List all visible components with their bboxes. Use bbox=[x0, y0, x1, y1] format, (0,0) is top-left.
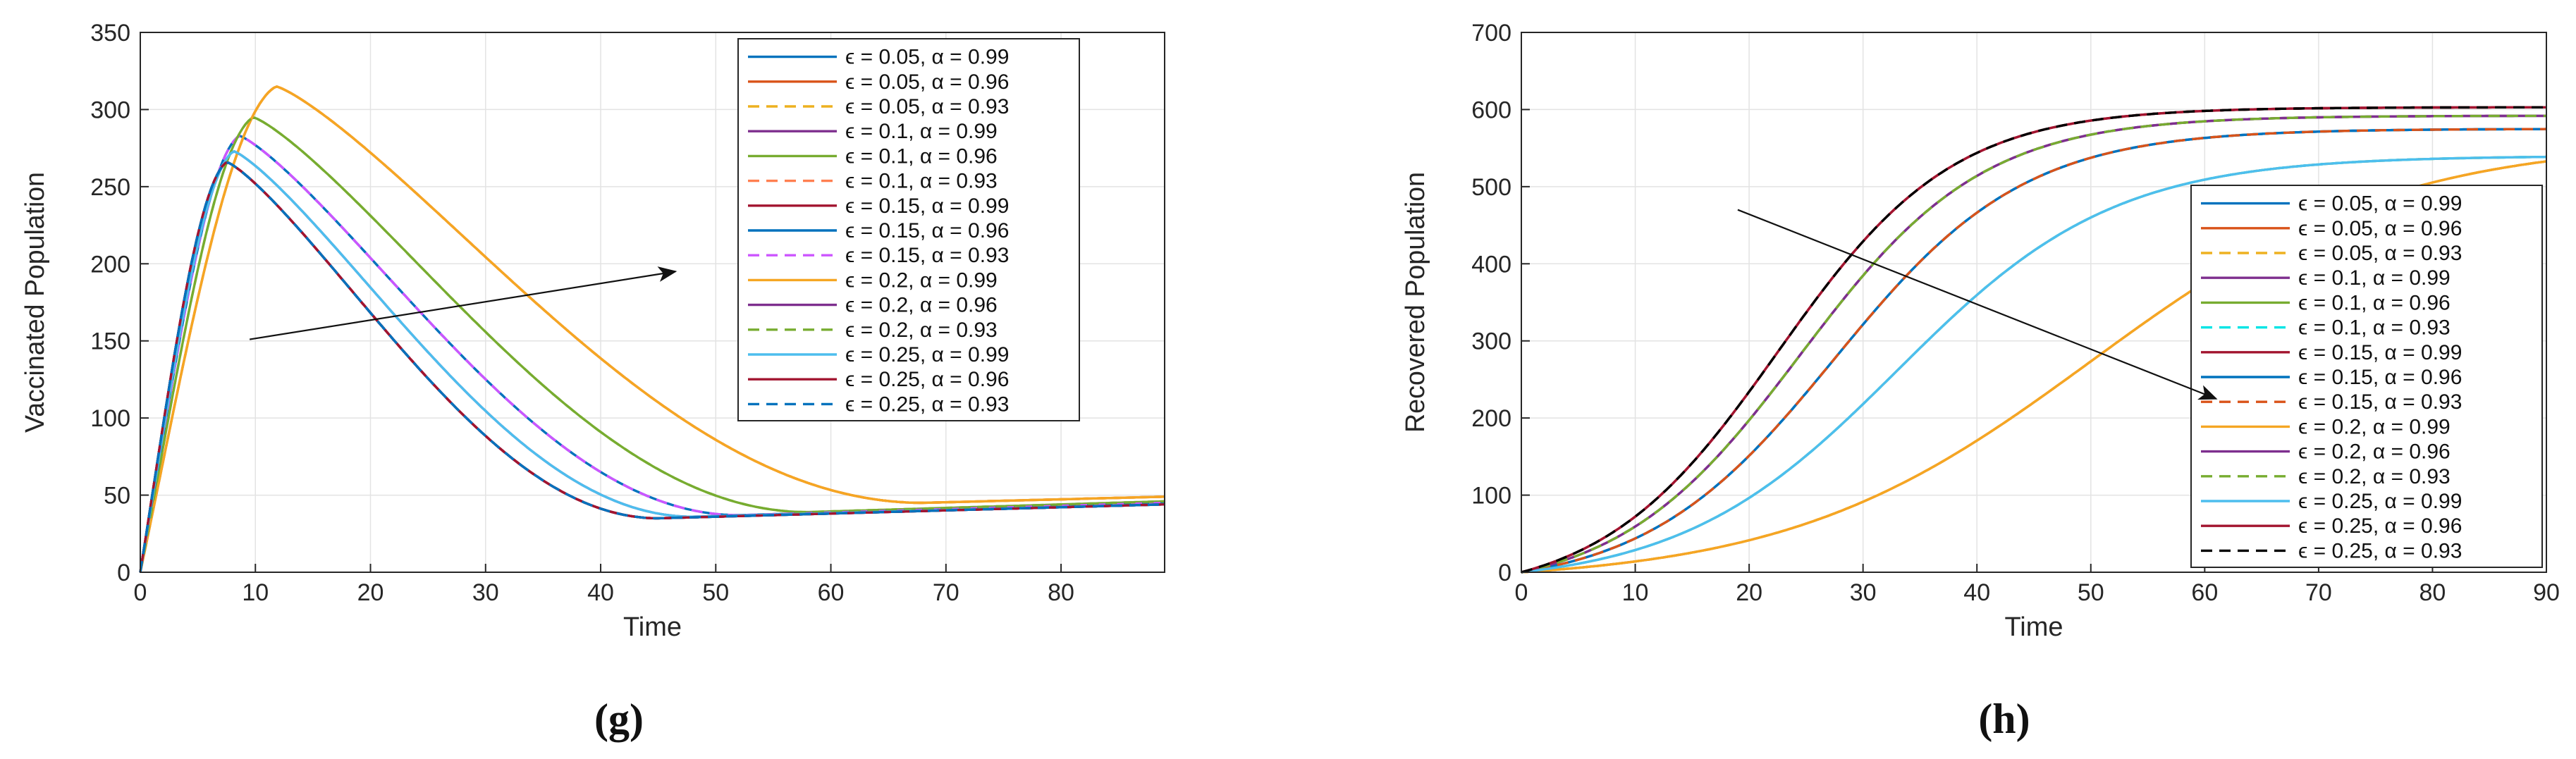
x-tick-label: 0 bbox=[1515, 579, 1528, 606]
y-tick-label: 350 bbox=[90, 20, 130, 47]
legend-entry: ϵ = 0.15, α = 0.96 bbox=[2298, 366, 2462, 389]
x-axis-label: Time bbox=[623, 612, 682, 642]
y-tick-label: 600 bbox=[1471, 97, 1511, 123]
x-tick-label: 40 bbox=[587, 579, 614, 606]
x-tick-label: 70 bbox=[933, 579, 959, 606]
legend-entry: ϵ = 0.25, α = 0.99 bbox=[2298, 490, 2462, 513]
legend-entry: ϵ = 0.25, α = 0.93 bbox=[845, 393, 1009, 416]
y-axis-label: Recovered Population bbox=[1401, 172, 1430, 433]
legend-entry: ϵ = 0.05, α = 0.93 bbox=[845, 95, 1009, 118]
x-tick-label: 20 bbox=[1736, 579, 1762, 606]
x-tick-label: 10 bbox=[242, 579, 269, 606]
legend-entry: ϵ = 0.05, α = 0.99 bbox=[845, 46, 1009, 69]
x-tick-label: 90 bbox=[2533, 579, 2560, 606]
x-tick-label: 30 bbox=[1850, 579, 1877, 606]
panel-label: (g) bbox=[594, 696, 644, 742]
legend-entry: ϵ = 0.15, α = 0.93 bbox=[2298, 390, 2462, 414]
x-tick-label: 10 bbox=[1622, 579, 1649, 606]
x-tick-label: 70 bbox=[2305, 579, 2332, 606]
y-tick-label: 700 bbox=[1471, 20, 1511, 47]
y-axis-label: Vaccinated Population bbox=[20, 172, 50, 433]
y-ticks: 0 100 200 300 400 500 600 700 bbox=[1471, 20, 1530, 586]
legend-entry: ϵ = 0.05, α = 0.96 bbox=[845, 70, 1009, 94]
series-line bbox=[1521, 114, 2546, 574]
legend-entry: ϵ = 0.05, α = 0.96 bbox=[2298, 217, 2462, 240]
x-tick-label: 80 bbox=[1048, 579, 1074, 606]
series-line bbox=[139, 85, 1165, 573]
x-tick-label: 80 bbox=[2419, 579, 2446, 606]
legend-entry: ϵ = 0.1, α = 0.99 bbox=[2298, 266, 2451, 290]
x-tick-label: 0 bbox=[134, 579, 147, 606]
legend-entry: ϵ = 0.25, α = 0.96 bbox=[845, 368, 1009, 391]
y-tick-label: 150 bbox=[90, 328, 130, 355]
legend-entry: ϵ = 0.2, α = 0.93 bbox=[845, 319, 998, 342]
legend-entry: ϵ = 0.1, α = 0.93 bbox=[845, 170, 998, 193]
x-ticks: 0 10 20 30 40 50 60 70 80 90 bbox=[1515, 564, 2560, 606]
x-tick-label: 40 bbox=[1963, 579, 1990, 606]
legend-entry: ϵ = 0.15, α = 0.96 bbox=[845, 219, 1009, 242]
x-ticks: 0 10 20 30 40 50 60 70 80 bbox=[134, 564, 1074, 606]
x-tick-label: 20 bbox=[357, 579, 384, 606]
plot-area bbox=[139, 85, 1165, 573]
legend-entry: ϵ = 0.25, α = 0.96 bbox=[2298, 514, 2462, 538]
y-tick-label: 0 bbox=[1498, 560, 1511, 586]
legend-entry: ϵ = 0.1, α = 0.93 bbox=[2298, 316, 2451, 340]
legend-entry: ϵ = 0.1, α = 0.96 bbox=[845, 144, 998, 168]
legend-entry: ϵ = 0.2, α = 0.99 bbox=[845, 269, 998, 292]
y-tick-label: 200 bbox=[90, 251, 130, 278]
x-axis-label: Time bbox=[2004, 612, 2063, 642]
x-tick-label: 60 bbox=[818, 579, 845, 606]
panel-label: (h) bbox=[1978, 696, 2030, 742]
annotation-arrow bbox=[1737, 209, 2218, 400]
y-tick-label: 250 bbox=[90, 174, 130, 201]
legend-entry: ϵ = 0.2, α = 0.96 bbox=[845, 294, 998, 317]
y-tick-label: 200 bbox=[1471, 405, 1511, 432]
legend-entry: ϵ = 0.15, α = 0.93 bbox=[845, 244, 1009, 267]
series-line bbox=[139, 116, 1165, 573]
y-tick-label: 50 bbox=[104, 483, 130, 510]
legend-entry: ϵ = 0.1, α = 0.96 bbox=[2298, 291, 2451, 314]
series-line bbox=[1521, 106, 2546, 574]
legend-entry: ϵ = 0.05, α = 0.93 bbox=[2298, 242, 2462, 265]
y-tick-label: 400 bbox=[1471, 251, 1511, 278]
legend-entry: ϵ = 0.2, α = 0.93 bbox=[2298, 465, 2451, 488]
x-tick-label: 30 bbox=[472, 579, 499, 606]
y-tick-label: 0 bbox=[117, 560, 130, 586]
legend: ϵ = 0.05, α = 0.99ϵ = 0.05, α = 0.96ϵ = … bbox=[2190, 185, 2543, 568]
series-line bbox=[1521, 128, 2547, 574]
x-tick-label: 50 bbox=[2078, 579, 2104, 606]
y-tick-label: 500 bbox=[1471, 174, 1511, 201]
legend-entry: ϵ = 0.2, α = 0.99 bbox=[2298, 415, 2451, 438]
annotation-arrow bbox=[249, 266, 677, 340]
y-tick-label: 300 bbox=[1471, 328, 1511, 355]
series-line bbox=[1521, 155, 2547, 574]
series-line bbox=[139, 161, 1165, 573]
legend-entry: ϵ = 0.05, α = 0.99 bbox=[2298, 192, 2462, 216]
y-ticks: 0 50 100 150 200 250 300 350 bbox=[90, 20, 149, 586]
legend-entry: ϵ = 0.25, α = 0.93 bbox=[2298, 539, 2462, 562]
legend-entry: ϵ = 0.15, α = 0.99 bbox=[2298, 341, 2462, 364]
y-tick-label: 300 bbox=[90, 97, 130, 123]
legend-entry: ϵ = 0.15, α = 0.99 bbox=[845, 195, 1009, 218]
x-tick-label: 60 bbox=[2191, 579, 2218, 606]
legend: ϵ = 0.05, α = 0.99ϵ = 0.05, α = 0.96ϵ = … bbox=[737, 38, 1080, 421]
y-tick-label: 100 bbox=[1471, 483, 1511, 510]
legend-entry: ϵ = 0.1, α = 0.99 bbox=[845, 120, 998, 143]
panel-h: 0 10 20 30 40 50 60 70 80 90 0 100 200 300 400 500 600 7… bbox=[1401, 20, 2560, 742]
y-tick-label: 100 bbox=[90, 405, 130, 432]
legend-entry: ϵ = 0.2, α = 0.96 bbox=[2298, 440, 2451, 464]
plot-area bbox=[1521, 106, 2547, 574]
panel-g: 0 10 20 30 40 50 60 70 80 050100150200250300350 … bbox=[20, 20, 1165, 742]
x-tick-label: 50 bbox=[702, 579, 729, 606]
legend-entry: ϵ = 0.25, α = 0.99 bbox=[845, 343, 1009, 366]
axes-frame bbox=[1521, 32, 2547, 573]
axes-frame bbox=[140, 32, 1165, 573]
